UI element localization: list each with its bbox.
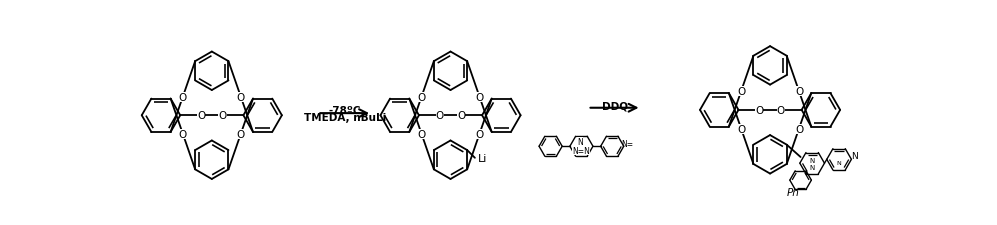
Text: DDQ: DDQ	[601, 101, 627, 110]
Text: Ph: Ph	[787, 188, 800, 198]
Text: O: O	[236, 92, 245, 102]
Text: -78ºC: -78ºC	[328, 106, 361, 116]
Text: N
N: N N	[810, 157, 815, 170]
Text: N=N: N=N	[572, 146, 590, 155]
Text: Li: Li	[478, 153, 488, 163]
Text: O: O	[436, 111, 444, 121]
Text: O: O	[476, 92, 484, 102]
Text: O: O	[458, 111, 466, 121]
Text: O: O	[418, 129, 426, 139]
Text: O: O	[795, 87, 804, 97]
Text: O: O	[178, 92, 187, 102]
Text: O: O	[795, 124, 804, 134]
Text: N: N	[577, 137, 583, 146]
Text: O: O	[218, 111, 226, 121]
Text: O: O	[476, 129, 484, 139]
Text: O: O	[777, 105, 785, 115]
Text: O: O	[236, 129, 245, 139]
Text: O: O	[737, 87, 746, 97]
Text: O: O	[418, 92, 426, 102]
Text: N: N	[836, 160, 841, 165]
Text: N: N	[850, 151, 857, 160]
Text: TMEDA, nBuLi: TMEDA, nBuLi	[303, 113, 386, 123]
Text: N=: N=	[621, 140, 633, 149]
Text: O: O	[178, 129, 187, 139]
Text: O: O	[755, 105, 764, 115]
Text: O: O	[737, 124, 746, 134]
Text: O: O	[197, 111, 205, 121]
